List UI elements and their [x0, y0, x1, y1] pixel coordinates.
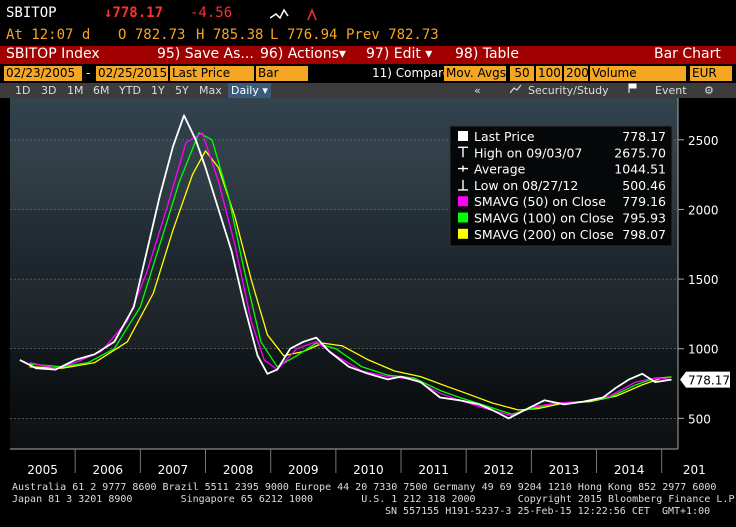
period-max[interactable]: Max [199, 84, 222, 97]
edit-menu[interactable]: 97) Edit ▾ [366, 46, 433, 62]
security-study-button[interactable]: Security/Study [528, 84, 609, 97]
last-price: ↓778.17 [104, 5, 164, 21]
legend-label: Low on 08/27/12 [474, 178, 578, 193]
high-value: H 785.38 [196, 27, 264, 43]
event-button[interactable]: Event [655, 84, 687, 97]
legend-label: High on 09/03/07 [474, 145, 582, 160]
period-100-field[interactable]: 100 [536, 66, 562, 81]
volume-select[interactable]: Volume [590, 66, 686, 81]
x-tick-label: 2008 [223, 463, 254, 477]
period-200-field[interactable]: 200 [564, 66, 589, 81]
legend-swatch [458, 212, 468, 223]
quote-header: SBITOP ↓778.17 -4.56 [0, 0, 736, 25]
legend-swatch [458, 131, 468, 141]
end-date-field[interactable]: 02/25/2015 [96, 66, 168, 81]
period-bar: 1D 3D 1M 6M YTD 1Y 5Y Max Daily ▾ « Secu… [0, 83, 736, 98]
legend-label: SMAVG (200) on Close [474, 227, 614, 242]
mov-avgs-select[interactable]: Mov. Avgs [444, 66, 506, 81]
time-label: At 12:07 d [6, 27, 91, 43]
start-date-field[interactable]: 02/23/2005 [4, 66, 82, 81]
legend-value: 2675.70 [614, 145, 666, 160]
average-marker-icon [458, 165, 468, 172]
x-tick-label: 201 [683, 463, 706, 477]
prev-value: Prev 782.73 [346, 27, 439, 43]
x-tick-label: 2009 [288, 463, 319, 477]
date-separator: - [86, 66, 91, 80]
toolbar: SBITOP Index 95) Save As... 96) Actions▾… [0, 46, 736, 64]
chart-type-select[interactable]: Bar [256, 66, 308, 81]
legend-label: SMAVG (50) on Close [474, 194, 606, 209]
period-ytd[interactable]: YTD [119, 84, 141, 97]
back-button[interactable]: « [474, 84, 481, 97]
plot-band [10, 279, 678, 349]
save-as-button[interactable]: 95) Save As... [157, 46, 254, 62]
period-5y[interactable]: 5Y [175, 84, 189, 97]
x-tick-label: 2013 [549, 463, 580, 477]
legend-value: 795.93 [622, 211, 666, 226]
y-tick-label: 2500 [688, 134, 719, 148]
flag-icon[interactable] [628, 83, 638, 98]
compare-button[interactable]: 11) Compare [372, 66, 451, 80]
legend: Last Price 778.17 High on 09/03/07 2675.70 A… [449, 125, 673, 247]
chart-icon[interactable] [509, 83, 522, 98]
legend-value: 1044.51 [614, 162, 666, 177]
quote-detail: At 12:07 d O 782.73 H 785.38 L 776.94 Pr… [0, 25, 736, 45]
legend-label: Last Price [474, 129, 535, 144]
actions-menu[interactable]: 96) Actions▾ [260, 46, 346, 62]
x-tick-label: 2006 [92, 463, 123, 477]
price-change: -4.56 [190, 5, 233, 21]
low-value: L 776.94 [270, 27, 338, 43]
y-axis: 500 1000 1500 2000 2500 778.17 [677, 98, 730, 449]
period-6m[interactable]: 6M [93, 84, 110, 97]
period-3d[interactable]: 3D [41, 84, 57, 97]
x-tick-label: 2011 [418, 463, 449, 477]
price-type-select[interactable]: Last Price [170, 66, 254, 81]
plot-band [10, 418, 678, 449]
x-tick-label: 2005 [27, 463, 58, 477]
period-1m[interactable]: 1M [67, 84, 84, 97]
footer-serial: SN 557155 H191-5237-3 25-Feb-15 12:22:56… [385, 506, 711, 517]
gear-icon[interactable]: ⚙ [704, 84, 714, 97]
y-tick-label: 1500 [688, 273, 719, 287]
y-tick-label: 1000 [688, 343, 719, 357]
y-tick-label: 500 [688, 412, 711, 426]
legend-value: 778.17 [622, 129, 666, 144]
x-tick-label: 2014 [614, 463, 645, 477]
legend-swatch [458, 228, 468, 239]
x-tick-label: 2012 [484, 463, 515, 477]
low-marker-icon [458, 179, 468, 191]
frequency-select[interactable]: Daily ▾ [228, 83, 271, 98]
y-tick-label: 2000 [688, 203, 719, 217]
legend-value: 779.16 [622, 194, 666, 209]
currency-select[interactable]: EUR [690, 66, 732, 81]
table-button[interactable]: 98) Table [455, 46, 519, 62]
legend-box [449, 125, 673, 247]
last-price-tag-box [680, 371, 730, 388]
x-tick-label: 2010 [353, 463, 384, 477]
legend-label: Average [474, 162, 526, 177]
legend-swatch [458, 196, 468, 207]
last-price-tag-label: 778.17 [688, 374, 730, 388]
series-line [19, 114, 672, 420]
index-title: SBITOP Index [6, 46, 100, 62]
footer-copyright: Japan 81 3 3201 8900 Singapore 65 6212 1… [12, 494, 736, 505]
x-axis: 2005 2006 2007 2008 2009 2010 2011 2012 2013 2014… [10, 448, 706, 477]
footer-contacts: Australia 61 2 9777 8600 Brazil 5511 239… [12, 482, 717, 493]
series-group [19, 114, 672, 420]
x-tick-label: 2007 [158, 463, 189, 477]
open-value: O 782.73 [118, 27, 186, 43]
bar-chart-label: Bar Chart [654, 46, 721, 62]
high-marker-icon [458, 146, 468, 158]
sparkline-icon[interactable] [269, 6, 322, 26]
settings-bar: 02/23/2005 - 02/25/2015 Last Price Bar 1… [0, 64, 736, 83]
last-price-tag: 778.17 [680, 371, 730, 388]
period-50-field[interactable]: 50 [510, 66, 534, 81]
ticker: SBITOP [6, 5, 57, 21]
period-1y[interactable]: 1Y [151, 84, 165, 97]
legend-label: SMAVG (100) on Close [474, 211, 614, 226]
legend-value: 798.07 [622, 227, 666, 242]
legend-value: 500.46 [622, 178, 666, 193]
period-1d[interactable]: 1D [15, 84, 31, 97]
